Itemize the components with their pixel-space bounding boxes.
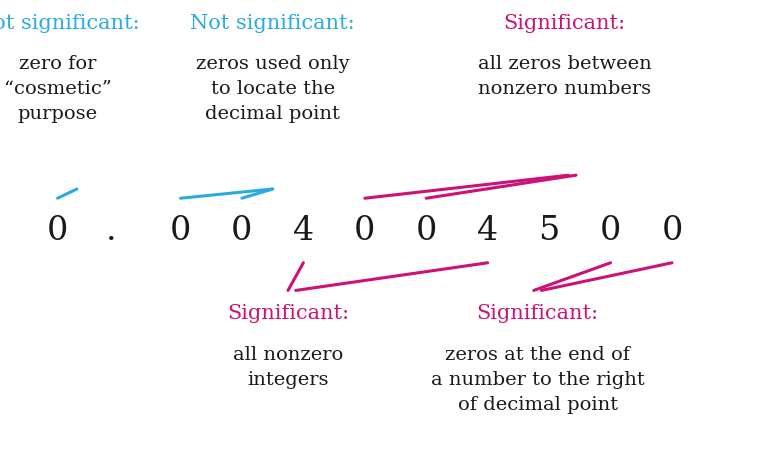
Text: 0: 0 [600, 214, 621, 247]
Text: 0: 0 [415, 214, 437, 247]
Text: Significant:: Significant: [503, 14, 626, 33]
Text: 4: 4 [477, 214, 498, 247]
Text: Significant:: Significant: [476, 304, 599, 323]
Text: 0: 0 [170, 214, 191, 247]
Text: Not significant:: Not significant: [0, 14, 140, 33]
Text: zeros used only
to locate the
decimal point: zeros used only to locate the decimal po… [196, 55, 349, 124]
Text: 5: 5 [538, 214, 560, 247]
Text: Significant:: Significant: [227, 304, 349, 323]
Text: zeros at the end of
a number to the right
of decimal point: zeros at the end of a number to the righ… [431, 346, 644, 414]
Text: zero for
“cosmetic”
purpose: zero for “cosmetic” purpose [4, 55, 111, 124]
Text: 0: 0 [354, 214, 376, 247]
Text: all nonzero
integers: all nonzero integers [233, 346, 343, 389]
Text: all zeros between
nonzero numbers: all zeros between nonzero numbers [478, 55, 651, 98]
Text: Not significant:: Not significant: [190, 14, 355, 33]
Text: 4: 4 [293, 214, 314, 247]
Text: 0: 0 [661, 214, 683, 247]
Text: .: . [106, 214, 117, 247]
Text: 0: 0 [47, 214, 68, 247]
Text: 0: 0 [231, 214, 253, 247]
